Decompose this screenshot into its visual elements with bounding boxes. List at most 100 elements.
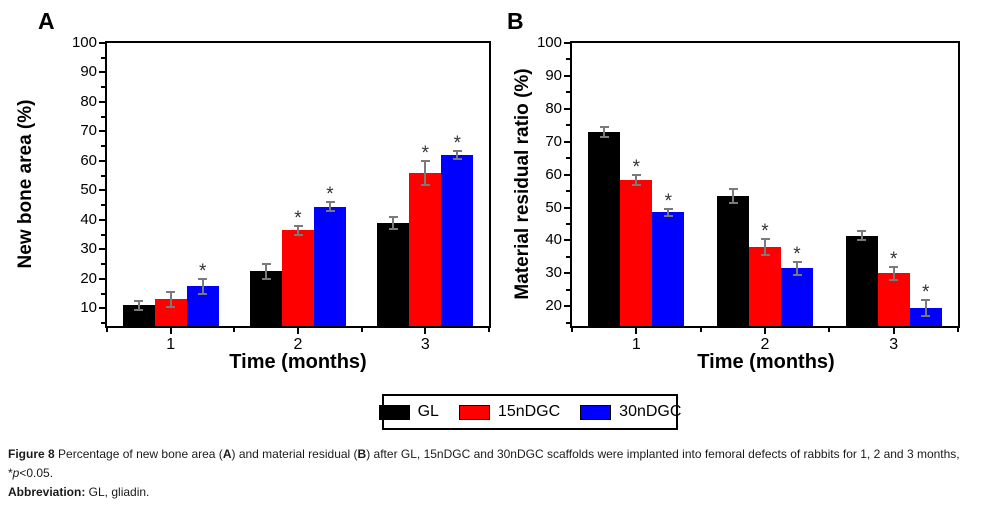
- legend-item-gl: GL: [378, 403, 439, 421]
- chart-a-x-axis-title: Time (months): [229, 351, 367, 373]
- chart-b-x-axis-title: Time (months): [697, 351, 835, 373]
- bar-gl-month-3: [845, 235, 878, 326]
- error-bar-cap-top: [293, 224, 303, 227]
- y-major-tick: [99, 248, 105, 251]
- error-bar-cap-bottom: [728, 201, 738, 204]
- error-bar-cap-bottom: [198, 292, 208, 295]
- y-minor-tick: [566, 124, 570, 127]
- error-bar-cap-bottom: [792, 273, 802, 276]
- error-bar-cap-bottom: [663, 214, 673, 217]
- x-tick-label: 2: [293, 336, 303, 353]
- y-tick-label: 90: [80, 63, 97, 81]
- y-major-tick: [564, 42, 570, 44]
- error-bar-cap-bottom: [599, 135, 609, 138]
- significance-star: *: [921, 281, 930, 303]
- error-bar-cap-bottom: [325, 210, 335, 213]
- significance-star: *: [294, 207, 302, 229]
- y-major-tick: [564, 74, 570, 77]
- y-tick-label: 40: [545, 231, 562, 249]
- x-minor-tick: [699, 328, 702, 332]
- error-bar-cap-top: [134, 299, 144, 302]
- y-minor-tick: [101, 292, 105, 295]
- error-bar-cap-top: [889, 265, 899, 268]
- bar-30ndgc-month-1: [652, 212, 685, 326]
- error-bar-stem: [201, 278, 204, 294]
- significance-star: *: [198, 260, 207, 282]
- bar-15ndgc-month-2: [749, 247, 781, 326]
- panel-a-label: A: [38, 8, 55, 34]
- y-minor-tick: [566, 222, 570, 225]
- legend-label-30ndgc: 30nDGC: [619, 403, 682, 420]
- y-minor-tick: [566, 321, 570, 324]
- panel-b-label: B: [507, 8, 524, 34]
- error-bar-stem: [764, 238, 766, 256]
- x-tick-label: 2: [760, 336, 770, 353]
- y-tick-label: 30: [80, 240, 97, 258]
- legend-label-gl: GL: [417, 403, 439, 420]
- y-minor-tick: [101, 322, 105, 325]
- error-bar-cap-top: [599, 125, 609, 128]
- abbreviation-text: GL, gliadin.: [85, 484, 150, 499]
- error-bar-cap-top: [663, 208, 673, 211]
- error-bar-stem: [297, 225, 299, 235]
- significance-star: *: [793, 243, 801, 265]
- error-bar-stem: [265, 264, 267, 279]
- y-tick-label: 30: [545, 264, 562, 282]
- x-major-tick: [424, 328, 427, 334]
- y-tick-label: 60: [80, 151, 97, 169]
- y-tick-label: 20: [545, 297, 562, 315]
- error-bar-stem: [732, 189, 734, 203]
- x-major-tick: [169, 328, 172, 334]
- error-bar-stem: [892, 266, 895, 280]
- error-bar-cap-bottom: [420, 183, 430, 186]
- figure-caption: Figure 8 Percentage of new bone area (A)…: [8, 445, 996, 502]
- bar-gl-month-2: [717, 196, 749, 326]
- error-bar-cap-top: [388, 215, 398, 218]
- y-major-tick: [564, 239, 570, 242]
- caption-text-4: <0.05.: [19, 465, 54, 480]
- y-major-tick: [99, 189, 105, 192]
- chart-a-plot: 10 20 30 40 50 60 70 80 90 100 1 2 3 * * * * *: [72, 34, 491, 353]
- error-bar-stem: [924, 299, 927, 317]
- error-bar-stem: [667, 209, 670, 216]
- significance-star: *: [421, 142, 430, 164]
- bar-gl-month-3: [377, 222, 410, 326]
- y-major-tick: [564, 140, 570, 143]
- x-major-tick: [297, 328, 299, 334]
- y-minor-tick: [566, 58, 570, 61]
- bar-gl-month-2: [250, 271, 282, 326]
- error-bar-cap-top: [857, 229, 867, 232]
- legend-swatch-2: [580, 404, 612, 420]
- y-major-tick: [99, 159, 105, 162]
- legend-label-15ndgc: 15nDGC: [497, 403, 561, 420]
- x-major-tick: [892, 328, 895, 334]
- error-bar-cap-top: [728, 188, 738, 191]
- legend-swatch-0: [378, 404, 410, 420]
- significance-star: *: [761, 220, 769, 242]
- caption-p-italic: p: [12, 465, 20, 480]
- y-tick-label: 10: [80, 299, 97, 317]
- error-bar-cap-bottom: [452, 158, 462, 161]
- bar-15ndgc-month-2: [282, 230, 314, 326]
- error-bar-cap-bottom: [293, 233, 303, 236]
- y-major-tick: [99, 307, 105, 310]
- error-bar-stem: [137, 300, 140, 310]
- caption-text-2: ) and material residual (: [231, 447, 358, 461]
- legend-swatch-1: [458, 404, 490, 420]
- error-bar-cap-bottom: [261, 277, 271, 280]
- y-tick-label: 100: [71, 34, 97, 51]
- x-tick-label: 3: [420, 336, 430, 353]
- error-bar-cap-bottom: [134, 308, 144, 311]
- x-minor-tick: [233, 328, 236, 332]
- y-tick-label: 80: [545, 99, 562, 117]
- y-major-tick: [564, 305, 570, 308]
- error-bar-stem: [603, 126, 606, 137]
- error-bar-stem: [329, 202, 331, 212]
- y-minor-tick: [566, 91, 570, 94]
- y-tick-label: 60: [545, 165, 562, 183]
- caption-main: Figure 8 Percentage of new bone area (A)…: [8, 445, 996, 483]
- abbreviation-label: Abbreviation:: [8, 484, 86, 499]
- significance-star: *: [326, 184, 334, 206]
- y-tick-label: 90: [545, 66, 562, 84]
